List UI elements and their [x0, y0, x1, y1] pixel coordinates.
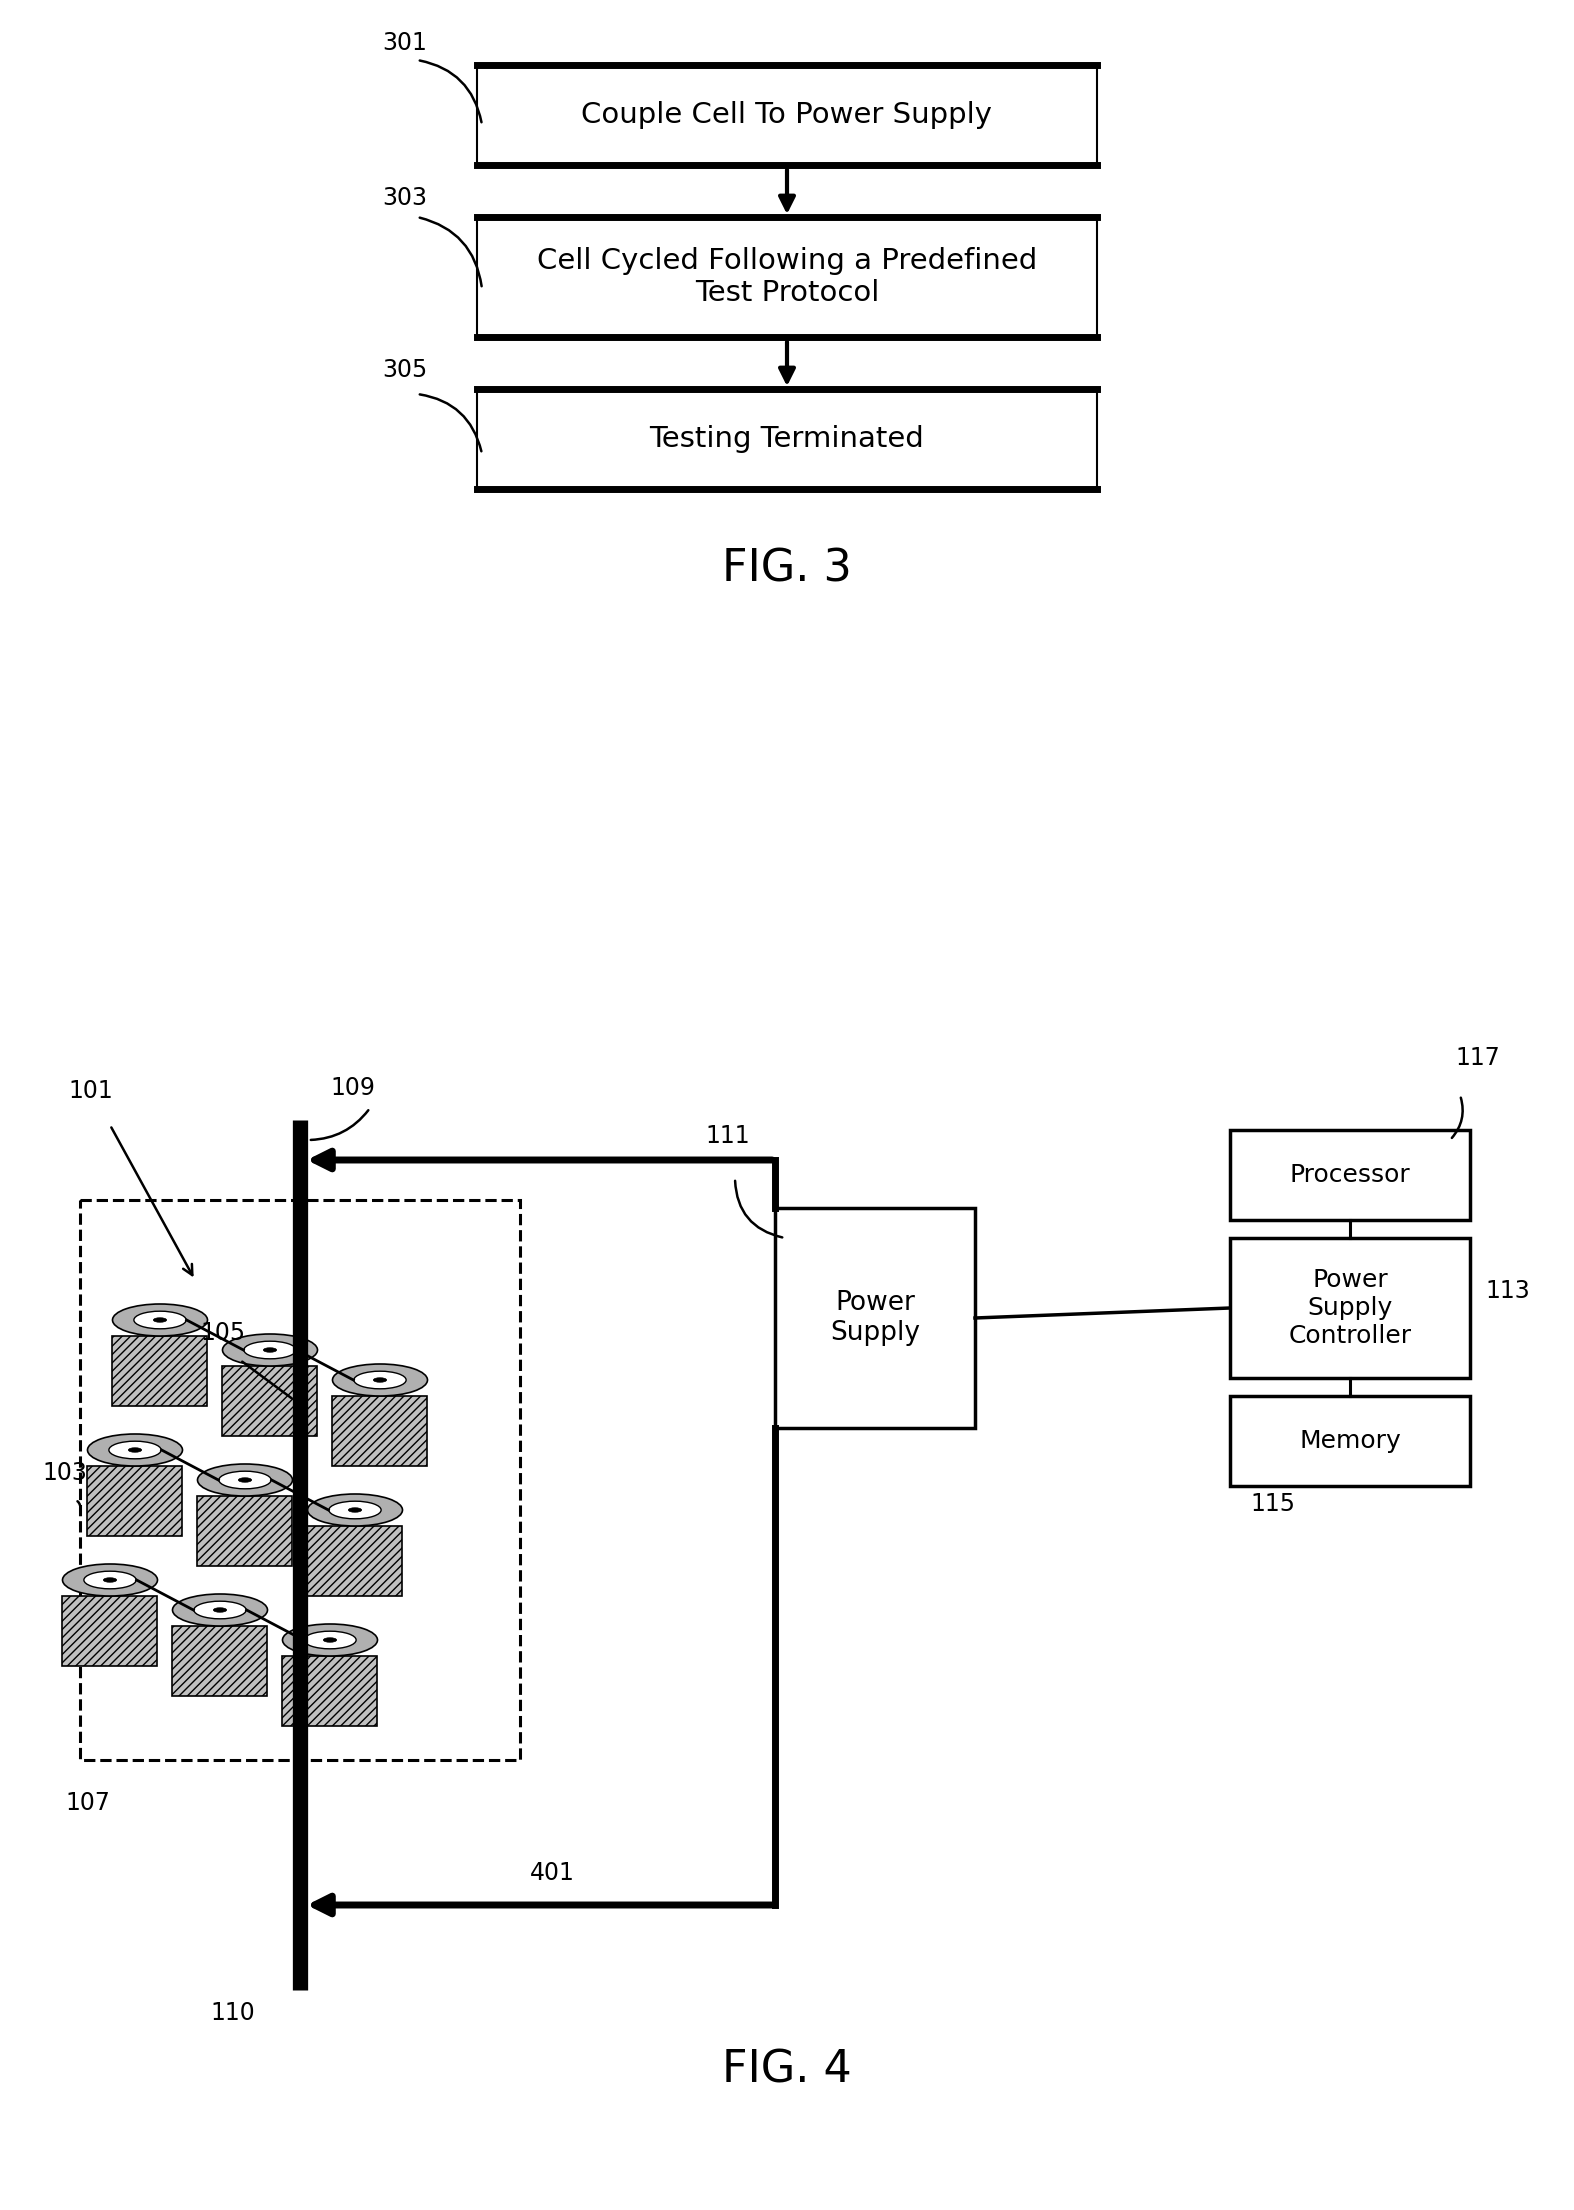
- Text: 113: 113: [1484, 1280, 1530, 1304]
- Ellipse shape: [329, 1501, 381, 1518]
- Polygon shape: [63, 1596, 157, 1666]
- Ellipse shape: [173, 1593, 268, 1627]
- Ellipse shape: [304, 1631, 356, 1649]
- Ellipse shape: [88, 1434, 183, 1465]
- Text: 103: 103: [42, 1461, 87, 1485]
- Text: 110: 110: [209, 2000, 255, 2024]
- Text: Cell Cycled Following a Predefined
Test Protocol: Cell Cycled Following a Predefined Test …: [537, 248, 1037, 307]
- Text: Power
Supply
Controller: Power Supply Controller: [1289, 1269, 1412, 1348]
- Ellipse shape: [214, 1607, 227, 1613]
- Bar: [774, 1209, 974, 1428]
- Ellipse shape: [83, 1571, 135, 1589]
- Text: FIG. 3: FIG. 3: [722, 548, 852, 590]
- Ellipse shape: [219, 1472, 271, 1490]
- Text: 115: 115: [1250, 1492, 1295, 1516]
- Text: 401: 401: [530, 1861, 575, 1885]
- Text: 305: 305: [382, 358, 427, 382]
- Bar: [1229, 1397, 1470, 1485]
- Ellipse shape: [282, 1624, 378, 1655]
- Text: 117: 117: [1454, 1045, 1500, 1070]
- Polygon shape: [282, 1655, 378, 1726]
- Text: 107: 107: [65, 1790, 110, 1814]
- Bar: [477, 64, 1097, 166]
- Ellipse shape: [104, 1578, 116, 1582]
- Bar: [477, 389, 1097, 488]
- Polygon shape: [222, 1366, 318, 1436]
- Ellipse shape: [134, 1311, 186, 1328]
- Ellipse shape: [109, 1441, 161, 1459]
- Polygon shape: [88, 1465, 183, 1536]
- Ellipse shape: [373, 1377, 387, 1381]
- Bar: [477, 217, 1097, 336]
- Ellipse shape: [222, 1335, 318, 1366]
- Polygon shape: [112, 1337, 208, 1406]
- Ellipse shape: [153, 1317, 167, 1322]
- Text: Power
Supply: Power Supply: [829, 1291, 919, 1346]
- Text: 101: 101: [68, 1078, 113, 1103]
- Polygon shape: [307, 1525, 403, 1596]
- Bar: [1229, 1129, 1470, 1220]
- Ellipse shape: [332, 1364, 428, 1397]
- Text: 303: 303: [382, 186, 427, 210]
- Polygon shape: [197, 1496, 293, 1567]
- Polygon shape: [332, 1397, 428, 1465]
- Ellipse shape: [307, 1494, 403, 1525]
- Polygon shape: [173, 1627, 268, 1695]
- Text: 109: 109: [331, 1076, 375, 1101]
- Text: FIG. 4: FIG. 4: [722, 2049, 852, 2091]
- Ellipse shape: [263, 1348, 277, 1353]
- Ellipse shape: [244, 1341, 296, 1359]
- Ellipse shape: [112, 1304, 208, 1337]
- Ellipse shape: [354, 1370, 406, 1388]
- Text: 301: 301: [382, 31, 427, 55]
- Ellipse shape: [63, 1565, 157, 1596]
- Text: 111: 111: [705, 1125, 749, 1147]
- Ellipse shape: [129, 1448, 142, 1452]
- Ellipse shape: [238, 1478, 252, 1483]
- Ellipse shape: [348, 1507, 362, 1512]
- Bar: [1229, 1238, 1470, 1379]
- Ellipse shape: [194, 1602, 246, 1618]
- Text: Couple Cell To Power Supply: Couple Cell To Power Supply: [581, 102, 993, 128]
- Text: 105: 105: [200, 1322, 246, 1346]
- Ellipse shape: [323, 1638, 337, 1642]
- Text: Processor: Processor: [1289, 1162, 1410, 1187]
- Ellipse shape: [197, 1463, 293, 1496]
- Text: Memory: Memory: [1299, 1430, 1401, 1452]
- Text: Testing Terminated: Testing Terminated: [650, 424, 924, 453]
